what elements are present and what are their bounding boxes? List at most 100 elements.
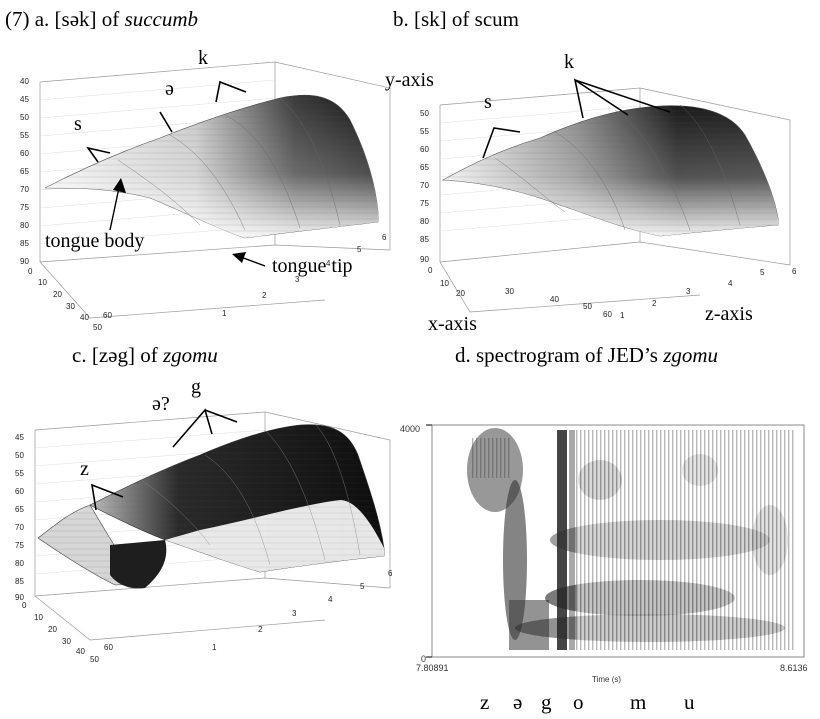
svg-text:2: 2 xyxy=(652,299,657,308)
svg-text:70: 70 xyxy=(15,523,24,532)
svg-text:60: 60 xyxy=(104,643,113,652)
panel-c-y-ticks: 45 50 55 60 65 70 75 80 85 90 xyxy=(15,433,24,602)
svg-text:90: 90 xyxy=(20,257,29,266)
segment-schwa: ə xyxy=(513,690,522,714)
panel-a-caption: (7) a. [sək] of succumb xyxy=(5,7,198,31)
svg-text:60: 60 xyxy=(420,145,429,154)
svg-text:6: 6 xyxy=(382,233,387,242)
label-g: g xyxy=(191,376,201,398)
label-tongue-tip: tongue tip xyxy=(272,255,353,277)
panel-c-caption: c. [zəg] of zgomu xyxy=(72,343,218,367)
svg-text:3: 3 xyxy=(686,287,691,296)
svg-text:50: 50 xyxy=(15,451,24,460)
label-schwa-a: ə xyxy=(165,78,174,100)
svg-text:5: 5 xyxy=(357,245,362,254)
svg-text:2: 2 xyxy=(258,625,263,634)
panel-c-z-ticks: 1 2 3 4 5 6 xyxy=(212,569,393,652)
svg-text:30: 30 xyxy=(62,637,71,646)
bracket-k-a xyxy=(215,80,247,103)
arrowhead-tongue-tip xyxy=(232,252,246,263)
svg-text:60: 60 xyxy=(603,310,612,319)
bracket-schwa-a xyxy=(159,111,173,133)
svg-text:20: 20 xyxy=(456,289,465,298)
svg-text:75: 75 xyxy=(20,203,29,212)
label-k-a: k xyxy=(198,47,208,69)
panel-a: (7) a. [sək] of succumb xyxy=(5,7,434,332)
panel-b-x-ticks: 0 10 20 30 40 50 60 xyxy=(428,266,612,319)
svg-text:6: 6 xyxy=(792,267,797,276)
bracket-z xyxy=(90,483,124,511)
panel-b: b. [sk] of scum 50 55 60 6 xyxy=(393,7,797,335)
bracket-s-a xyxy=(86,146,111,163)
svg-text:1: 1 xyxy=(212,643,217,652)
svg-text:50: 50 xyxy=(93,323,102,332)
svg-text:3: 3 xyxy=(295,275,300,284)
svg-text:0: 0 xyxy=(428,266,433,275)
svg-text:80: 80 xyxy=(420,217,429,226)
svg-text:4: 4 xyxy=(326,259,331,268)
svg-text:40: 40 xyxy=(20,77,29,86)
panel-a-x-ticks: 0 10 20 30 40 50 60 xyxy=(28,267,112,332)
svg-text:70: 70 xyxy=(420,181,429,190)
svg-text:45: 45 xyxy=(15,433,24,442)
panel-b-y-ticks: 50 55 60 65 70 75 80 85 90 xyxy=(420,109,429,264)
label-y-axis: y-axis xyxy=(385,69,434,91)
svg-text:1: 1 xyxy=(222,309,227,318)
panel-b-caption: b. [sk] of scum xyxy=(393,7,519,31)
svg-text:60: 60 xyxy=(103,311,112,320)
bracket-k-b xyxy=(573,78,671,119)
label-tongue-body: tongue body xyxy=(45,230,144,252)
svg-text:10: 10 xyxy=(38,278,47,287)
svg-text:50: 50 xyxy=(20,113,29,122)
svg-text:0: 0 xyxy=(22,601,27,610)
panel-c-surface xyxy=(37,423,385,589)
svg-text:30: 30 xyxy=(66,302,75,311)
svg-text:50: 50 xyxy=(583,302,592,311)
panel-b-z-ticks: 1 2 3 4 5 6 xyxy=(620,267,797,320)
segment-z: z xyxy=(480,690,489,714)
label-k-b: k xyxy=(564,51,574,73)
freq-top-label: 4000 xyxy=(400,424,420,434)
segment-o: o xyxy=(573,690,584,714)
svg-text:85: 85 xyxy=(20,239,29,248)
arrowhead-tongue-body xyxy=(113,178,126,193)
svg-text:55: 55 xyxy=(420,127,429,136)
svg-text:80: 80 xyxy=(20,221,29,230)
svg-text:60: 60 xyxy=(20,149,29,158)
bracket-s-b xyxy=(482,127,521,159)
panel-c: c. [zəg] of zgomu xyxy=(15,343,393,664)
svg-text:40: 40 xyxy=(80,313,89,322)
svg-text:70: 70 xyxy=(20,185,29,194)
label-schwa-q: ə? xyxy=(152,393,170,415)
segment-u: u xyxy=(684,690,695,714)
svg-text:0: 0 xyxy=(28,267,33,276)
svg-text:1: 1 xyxy=(620,311,625,320)
freq-bottom-label: 0 xyxy=(421,654,426,664)
label-s-a: s xyxy=(74,113,82,135)
time-end-label: 8.6136 xyxy=(780,663,808,673)
svg-text:90: 90 xyxy=(15,593,24,602)
svg-text:30: 30 xyxy=(505,287,514,296)
svg-text:55: 55 xyxy=(15,469,24,478)
segment-labels: z ə g o m u xyxy=(480,690,695,714)
svg-text:3: 3 xyxy=(292,609,297,618)
svg-text:50: 50 xyxy=(90,655,99,664)
svg-text:2: 2 xyxy=(262,291,267,300)
svg-text:80: 80 xyxy=(15,559,24,568)
svg-text:40: 40 xyxy=(76,647,85,656)
svg-text:75: 75 xyxy=(420,199,429,208)
panel-a-surface xyxy=(44,94,379,239)
time-axis-label: Time (s) xyxy=(592,675,621,684)
svg-text:65: 65 xyxy=(20,167,29,176)
svg-text:6: 6 xyxy=(388,569,393,578)
svg-text:10: 10 xyxy=(34,613,43,622)
svg-text:4: 4 xyxy=(728,279,733,288)
svg-text:10: 10 xyxy=(440,279,449,288)
svg-text:50: 50 xyxy=(420,109,429,118)
svg-text:65: 65 xyxy=(420,163,429,172)
svg-text:90: 90 xyxy=(420,255,429,264)
panel-d: d. spectrogram of JED’s zgomu xyxy=(400,343,808,714)
label-z-axis: z-axis xyxy=(705,303,753,325)
svg-text:5: 5 xyxy=(360,582,365,591)
